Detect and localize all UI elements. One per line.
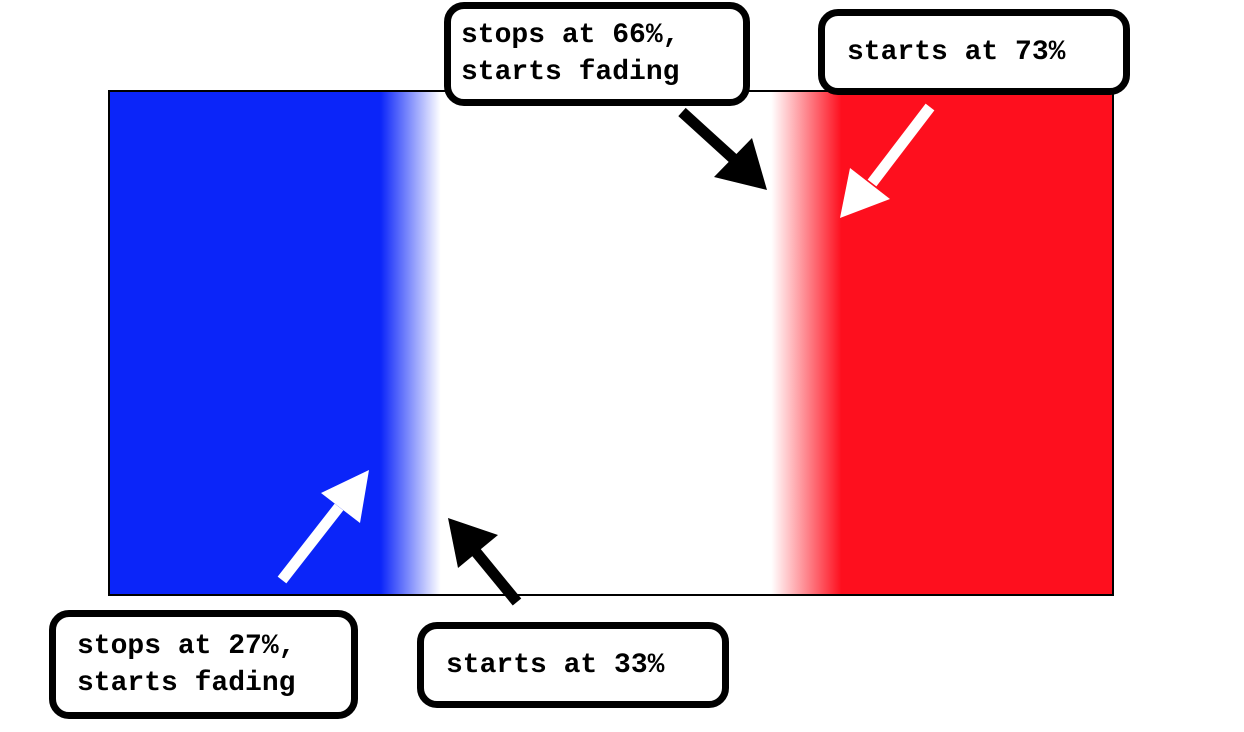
gradient-flag — [108, 90, 1114, 596]
callout-stop-27: stops at 27%, starts fading — [49, 610, 358, 719]
callout-start-73: starts at 73% — [818, 9, 1130, 95]
callout-stop-66: stops at 66%, starts fading — [444, 2, 750, 106]
callout-start-33: starts at 33% — [417, 622, 729, 708]
